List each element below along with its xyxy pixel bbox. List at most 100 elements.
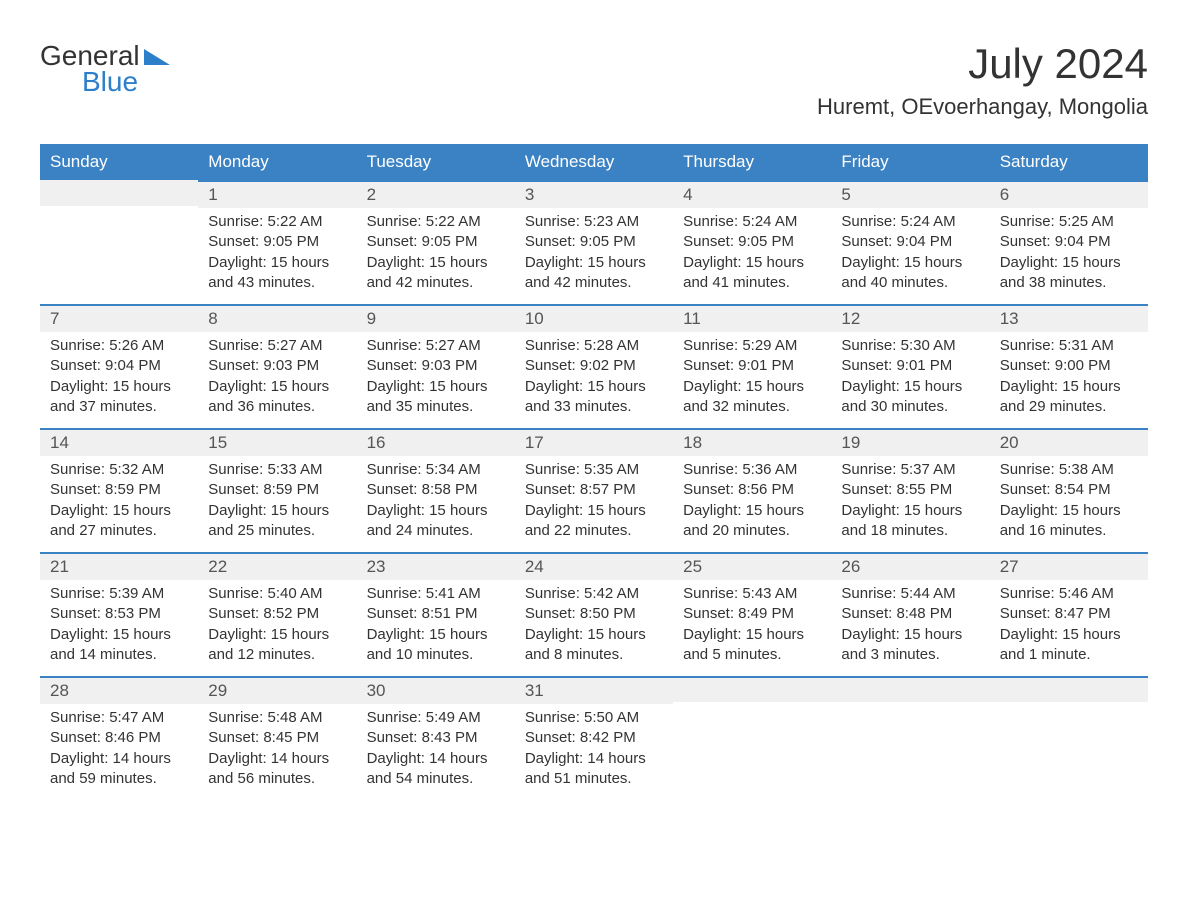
sunrise-text: Sunrise: 5:46 AM	[1000, 584, 1138, 604]
day-details: Sunrise: 5:40 AMSunset: 8:52 PMDaylight:…	[198, 580, 356, 675]
day-details: Sunrise: 5:49 AMSunset: 8:43 PMDaylight:…	[357, 704, 515, 799]
sunrise-text: Sunrise: 5:29 AM	[683, 336, 821, 356]
calendar-day-cell: 16Sunrise: 5:34 AMSunset: 8:58 PMDayligh…	[357, 428, 515, 552]
day-number: 29	[198, 676, 356, 704]
calendar-day-cell: 9Sunrise: 5:27 AMSunset: 9:03 PMDaylight…	[357, 304, 515, 428]
sunrise-text: Sunrise: 5:27 AM	[367, 336, 505, 356]
day-details: Sunrise: 5:42 AMSunset: 8:50 PMDaylight:…	[515, 580, 673, 675]
day-number: 20	[990, 428, 1148, 456]
calendar-day-cell: 24Sunrise: 5:42 AMSunset: 8:50 PMDayligh…	[515, 552, 673, 676]
sunset-text: Sunset: 9:04 PM	[1000, 232, 1138, 252]
day-number: 22	[198, 552, 356, 580]
sunset-text: Sunset: 8:51 PM	[367, 604, 505, 624]
title-block: July 2024 Huremt, OEvoerhangay, Mongolia	[817, 40, 1148, 120]
day-number: 21	[40, 552, 198, 580]
calendar-day-cell: 5Sunrise: 5:24 AMSunset: 9:04 PMDaylight…	[831, 180, 989, 304]
day-details: Sunrise: 5:28 AMSunset: 9:02 PMDaylight:…	[515, 332, 673, 427]
calendar-day-cell: 6Sunrise: 5:25 AMSunset: 9:04 PMDaylight…	[990, 180, 1148, 304]
day-number: 18	[673, 428, 831, 456]
day-number: 27	[990, 552, 1148, 580]
calendar-day-cell: 27Sunrise: 5:46 AMSunset: 8:47 PMDayligh…	[990, 552, 1148, 676]
daylight-text: Daylight: 15 hours and 33 minutes.	[525, 377, 663, 418]
sunrise-text: Sunrise: 5:22 AM	[367, 212, 505, 232]
sunrise-text: Sunrise: 5:36 AM	[683, 460, 821, 480]
sunrise-text: Sunrise: 5:37 AM	[841, 460, 979, 480]
daylight-text: Daylight: 14 hours and 56 minutes.	[208, 749, 346, 790]
sunrise-text: Sunrise: 5:23 AM	[525, 212, 663, 232]
day-number: 28	[40, 676, 198, 704]
daylight-text: Daylight: 15 hours and 43 minutes.	[208, 253, 346, 294]
calendar-day-cell: 23Sunrise: 5:41 AMSunset: 8:51 PMDayligh…	[357, 552, 515, 676]
calendar-body: 1Sunrise: 5:22 AMSunset: 9:05 PMDaylight…	[40, 180, 1148, 800]
calendar-day-cell: 11Sunrise: 5:29 AMSunset: 9:01 PMDayligh…	[673, 304, 831, 428]
day-number: 6	[990, 180, 1148, 208]
sunset-text: Sunset: 9:04 PM	[841, 232, 979, 252]
sunrise-text: Sunrise: 5:42 AM	[525, 584, 663, 604]
weekday-header: Wednesday	[515, 144, 673, 180]
sunset-text: Sunset: 8:59 PM	[208, 480, 346, 500]
sunset-text: Sunset: 8:49 PM	[683, 604, 821, 624]
calendar-table: SundayMondayTuesdayWednesdayThursdayFrid…	[40, 144, 1148, 800]
sunset-text: Sunset: 8:53 PM	[50, 604, 188, 624]
weekday-header: Tuesday	[357, 144, 515, 180]
empty-day-strip	[40, 180, 198, 206]
calendar-day-cell: 15Sunrise: 5:33 AMSunset: 8:59 PMDayligh…	[198, 428, 356, 552]
daylight-text: Daylight: 15 hours and 14 minutes.	[50, 625, 188, 666]
sunset-text: Sunset: 8:45 PM	[208, 728, 346, 748]
sunset-text: Sunset: 8:50 PM	[525, 604, 663, 624]
sunset-text: Sunset: 9:05 PM	[683, 232, 821, 252]
calendar-empty-cell	[831, 676, 989, 800]
empty-day-strip	[673, 676, 831, 702]
daylight-text: Daylight: 15 hours and 27 minutes.	[50, 501, 188, 542]
sunset-text: Sunset: 8:43 PM	[367, 728, 505, 748]
daylight-text: Daylight: 15 hours and 22 minutes.	[525, 501, 663, 542]
calendar-day-cell: 3Sunrise: 5:23 AMSunset: 9:05 PMDaylight…	[515, 180, 673, 304]
calendar-day-cell: 10Sunrise: 5:28 AMSunset: 9:02 PMDayligh…	[515, 304, 673, 428]
sunrise-text: Sunrise: 5:44 AM	[841, 584, 979, 604]
daylight-text: Daylight: 14 hours and 51 minutes.	[525, 749, 663, 790]
daylight-text: Daylight: 15 hours and 25 minutes.	[208, 501, 346, 542]
daylight-text: Daylight: 15 hours and 20 minutes.	[683, 501, 821, 542]
sunrise-text: Sunrise: 5:31 AM	[1000, 336, 1138, 356]
calendar-header-row: SundayMondayTuesdayWednesdayThursdayFrid…	[40, 144, 1148, 180]
calendar-day-cell: 20Sunrise: 5:38 AMSunset: 8:54 PMDayligh…	[990, 428, 1148, 552]
calendar-week-row: 21 Sunrise: 5:39 AMSunset: 8:53 PMDayligh…	[40, 552, 1148, 676]
calendar-day-cell: 25Sunrise: 5:43 AMSunset: 8:49 PMDayligh…	[673, 552, 831, 676]
sunrise-text: Sunrise: 5:49 AM	[367, 708, 505, 728]
sunrise-text: Sunrise: 5:33 AM	[208, 460, 346, 480]
daylight-text: Daylight: 15 hours and 42 minutes.	[525, 253, 663, 294]
month-title: July 2024	[817, 40, 1148, 88]
daylight-text: Daylight: 15 hours and 30 minutes.	[841, 377, 979, 418]
calendar-day-cell: 29Sunrise: 5:48 AMSunset: 8:45 PMDayligh…	[198, 676, 356, 800]
day-details: Sunrise: 5:24 AMSunset: 9:04 PMDaylight:…	[831, 208, 989, 303]
day-number: 4	[673, 180, 831, 208]
day-number: 16	[357, 428, 515, 456]
sunset-text: Sunset: 9:03 PM	[367, 356, 505, 376]
daylight-text: Daylight: 15 hours and 32 minutes.	[683, 377, 821, 418]
sunrise-text: Sunrise: 5:28 AM	[525, 336, 663, 356]
sunrise-text: Sunrise: 5:35 AM	[525, 460, 663, 480]
sunset-text: Sunset: 8:56 PM	[683, 480, 821, 500]
sunset-text: Sunset: 9:02 PM	[525, 356, 663, 376]
calendar-day-cell: 4Sunrise: 5:24 AMSunset: 9:05 PMDaylight…	[673, 180, 831, 304]
calendar-day-cell: 28Sunrise: 5:47 AMSunset: 8:46 PMDayligh…	[40, 676, 198, 800]
sunset-text: Sunset: 8:57 PM	[525, 480, 663, 500]
sunrise-text: Sunrise: 5:38 AM	[1000, 460, 1138, 480]
sunrise-text: Sunrise: 5:24 AM	[683, 212, 821, 232]
sunrise-text: Sunrise: 5:40 AM	[208, 584, 346, 604]
daylight-text: Daylight: 15 hours and 16 minutes.	[1000, 501, 1138, 542]
sunrise-text: Sunrise: 5:47 AM	[50, 708, 188, 728]
day-number: 19	[831, 428, 989, 456]
daylight-text: Daylight: 15 hours and 38 minutes.	[1000, 253, 1138, 294]
day-details: Sunrise: 5:31 AMSunset: 9:00 PMDaylight:…	[990, 332, 1148, 427]
calendar-day-cell: 12Sunrise: 5:30 AMSunset: 9:01 PMDayligh…	[831, 304, 989, 428]
sunrise-text: Sunrise: 5:43 AM	[683, 584, 821, 604]
day-number: 5	[831, 180, 989, 208]
day-details: Sunrise: 5:47 AMSunset: 8:46 PMDaylight:…	[40, 704, 198, 799]
sunset-text: Sunset: 8:55 PM	[841, 480, 979, 500]
day-details: Sunrise: 5:33 AMSunset: 8:59 PMDaylight:…	[198, 456, 356, 551]
sunrise-text: Sunrise: 5:39 AM	[50, 584, 188, 604]
day-number: 31	[515, 676, 673, 704]
sunset-text: Sunset: 9:01 PM	[683, 356, 821, 376]
day-details: Sunrise: 5:32 AMSunset: 8:59 PMDaylight:…	[40, 456, 198, 551]
